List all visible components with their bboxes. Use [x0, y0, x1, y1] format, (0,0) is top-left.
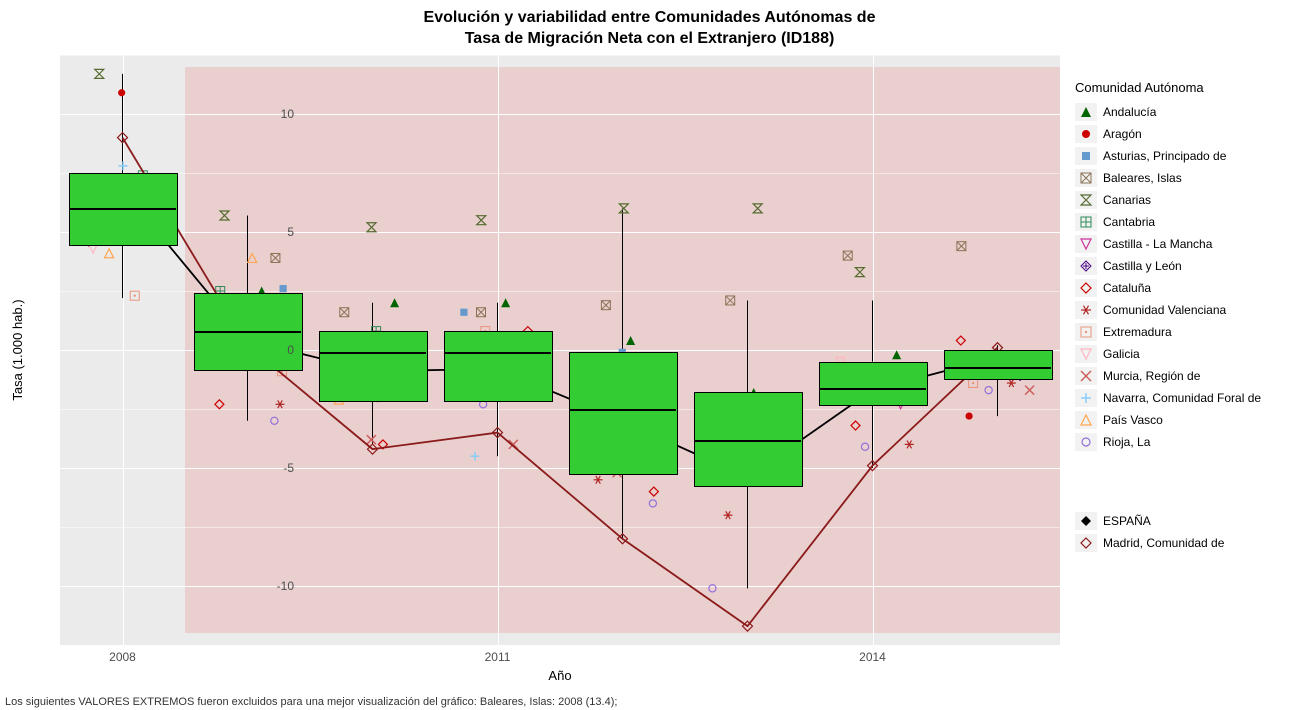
x-axis-label: Año [548, 668, 571, 683]
legend-label: Comunidad Valenciana [1103, 303, 1226, 317]
legend-item: Navarra, Comunidad Foral de [1075, 387, 1261, 409]
legend-label: Cantabria [1103, 215, 1155, 229]
y-tick-label: 10 [254, 107, 294, 121]
legend-label: Rioja, La [1103, 435, 1150, 449]
boxplot-box [944, 350, 1052, 380]
boxplot-box [569, 352, 677, 474]
legend-item: Madrid, Comunidad de [1075, 532, 1224, 554]
x-tick-label: 2011 [485, 650, 511, 664]
legend-item: Extremadura [1075, 321, 1261, 343]
legend-communities: Comunidad Autónoma Andalucía Aragón Asturi… [1075, 80, 1261, 453]
legend-item: Rioja, La [1075, 431, 1261, 453]
boxplot-box [819, 362, 927, 406]
legend-item: Canarias [1075, 189, 1261, 211]
boxplot-box [444, 331, 552, 401]
legend-title: Comunidad Autónoma [1075, 80, 1261, 95]
legend-label: Canarias [1103, 193, 1151, 207]
y-axis-label: Tasa (1.000 hab.) [10, 299, 25, 400]
legend-label: Murcia, Región de [1103, 369, 1200, 383]
legend-label: Navarra, Comunidad Foral de [1103, 391, 1261, 405]
legend-label: Andalucía [1103, 105, 1156, 119]
y-tick-label: 0 [254, 343, 294, 357]
legend-item: Baleares, Islas [1075, 167, 1261, 189]
legend-item: Cantabria [1075, 211, 1261, 233]
legend-label: País Vasco [1103, 413, 1163, 427]
footnote: Los siguientes VALORES EXTREMOS fueron e… [5, 696, 617, 708]
legend-label: Asturias, Principado de [1103, 149, 1226, 163]
y-tick-label: -10 [254, 579, 294, 593]
legend-item: Galicia [1075, 343, 1261, 365]
y-tick-label: -5 [254, 461, 294, 475]
legend-item: Murcia, Región de [1075, 365, 1261, 387]
legend-label: Baleares, Islas [1103, 171, 1182, 185]
legend-label: Aragón [1103, 127, 1142, 141]
legend-label: Extremadura [1103, 325, 1172, 339]
legend-item: ESPAÑA [1075, 510, 1224, 532]
legend-label: Galicia [1103, 347, 1140, 361]
legend-label: Cataluña [1103, 281, 1151, 295]
plot-area: <---Crisis--->200820112014 [60, 55, 1060, 645]
boxplot-box [319, 331, 427, 401]
legend-label: Castilla y León [1103, 259, 1182, 273]
legend-item: Asturias, Principado de [1075, 145, 1261, 167]
legend-highlighted: ESPAÑA Madrid, Comunidad de [1075, 510, 1224, 554]
legend-item: Castilla y León [1075, 255, 1261, 277]
chart-title: Evolución y variabilidad entre Comunidad… [0, 0, 1299, 50]
legend-item: Cataluña [1075, 277, 1261, 299]
legend-item: Comunidad Valenciana [1075, 299, 1261, 321]
legend-label: Castilla - La Mancha [1103, 237, 1212, 251]
legend-item: País Vasco [1075, 409, 1261, 431]
legend-item: Andalucía [1075, 101, 1261, 123]
x-tick-label: 2008 [109, 650, 136, 664]
legend-item: Aragón [1075, 123, 1261, 145]
legend-item: Castilla - La Mancha [1075, 233, 1261, 255]
legend-label: ESPAÑA [1103, 514, 1151, 528]
x-tick-label: 2014 [859, 650, 886, 664]
y-tick-label: 5 [254, 225, 294, 239]
legend-label: Madrid, Comunidad de [1103, 536, 1224, 550]
